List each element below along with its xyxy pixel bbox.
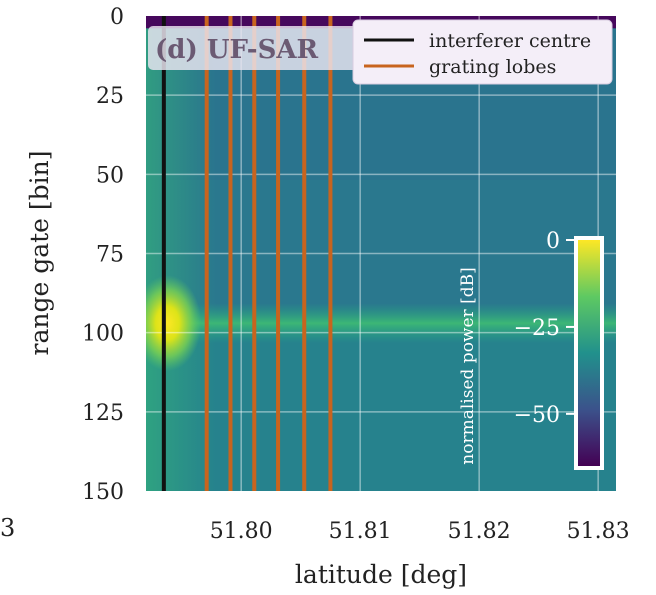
colorbar-gradient: [578, 240, 600, 466]
colorbar-ticks: 0 −25 −50: [514, 229, 578, 428]
legend-label-grating-lobes: grating lobes: [429, 56, 556, 78]
colorbar-tick-label: 0: [546, 229, 560, 254]
stray-panel-label: 3: [0, 514, 15, 542]
y-tick-label: 50: [96, 163, 124, 188]
y-axis-ticks: 0 25 50 75 100 125 150: [82, 5, 124, 505]
panel-label: (d) UF-SAR: [155, 35, 319, 65]
legend-box: [352, 19, 613, 85]
y-axis-label: range gate [bin]: [25, 150, 54, 355]
colorbar: 0 −25 −50 normalised power [dB]: [458, 229, 604, 470]
heatmap-strong-band: [146, 303, 616, 344]
heatmap-area: [146, 16, 616, 491]
y-tick-label: 75: [96, 243, 124, 268]
heatmap-lower-region: [146, 320, 616, 491]
x-tick-label: 51.82: [448, 519, 511, 544]
colorbar-tick-label: −50: [514, 403, 560, 428]
x-tick-label: 51.83: [567, 519, 630, 544]
legend-label-interferer-centre: interferer centre: [429, 30, 591, 52]
y-tick-label: 150: [82, 480, 124, 505]
x-axis-label: latitude [deg]: [295, 560, 467, 589]
x-tick-label: 51.80: [210, 519, 273, 544]
x-tick-label: 51.81: [329, 519, 392, 544]
y-tick-label: 25: [96, 84, 124, 109]
x-axis-ticks: 51.80 51.81 51.82 51.83: [210, 519, 630, 544]
y-tick-label: 125: [82, 401, 124, 426]
legend: interferer centre grating lobes: [352, 19, 613, 85]
colorbar-tick-label: −25: [514, 316, 560, 341]
y-tick-label: 0: [110, 5, 124, 30]
heatmap-left-glow: [146, 16, 216, 491]
colorbar-label: normalised power [dB]: [458, 267, 478, 464]
grating-lobe-lines: [204, 16, 333, 491]
y-tick-label: 100: [82, 322, 124, 347]
panel-label-box: (d) UF-SAR: [148, 26, 358, 70]
heatmap-hotspot: [146, 275, 202, 372]
